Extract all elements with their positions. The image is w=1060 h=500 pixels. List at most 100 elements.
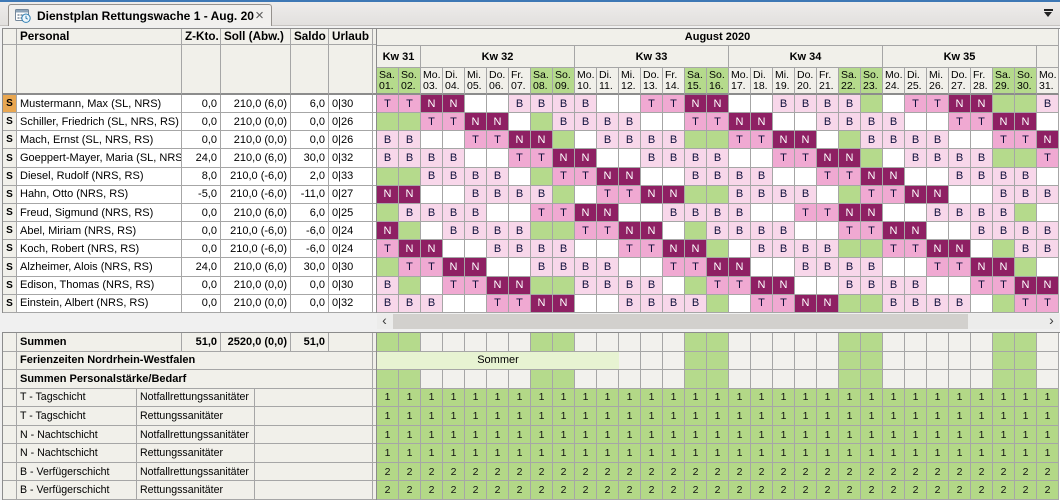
employee-name[interactable]: Alzheimer, Alois (NRS, RS): [17, 258, 182, 277]
shift-cell[interactable]: B: [707, 167, 729, 186]
shift-cell[interactable]: B: [685, 149, 707, 168]
demand-cell[interactable]: 1: [575, 425, 597, 445]
demand-cell[interactable]: 1: [421, 425, 443, 445]
shift-cell[interactable]: N: [531, 294, 553, 313]
shift-cell[interactable]: [883, 95, 905, 114]
shift-cell[interactable]: B: [619, 294, 641, 313]
shift-cell[interactable]: B: [575, 113, 597, 132]
shift-cell[interactable]: T: [707, 113, 729, 132]
shift-cell[interactable]: N: [1037, 276, 1059, 295]
shift-cell[interactable]: N: [641, 185, 663, 204]
shift-cell[interactable]: N: [377, 185, 399, 204]
demand-cell[interactable]: 1: [421, 444, 443, 463]
shift-cell[interactable]: B: [751, 222, 773, 241]
employee-name[interactable]: Mustermann, Max (SL, NRS): [17, 95, 182, 114]
shift-cell[interactable]: B: [465, 167, 487, 186]
shift-cell[interactable]: T: [421, 258, 443, 277]
demand-cell[interactable]: 1: [839, 425, 861, 445]
demand-cell[interactable]: 1: [509, 407, 531, 426]
shift-cell[interactable]: [465, 149, 487, 168]
shift-cell[interactable]: [817, 222, 839, 241]
shift-cell[interactable]: B: [399, 203, 421, 223]
demand-cell[interactable]: 2: [377, 481, 399, 500]
demand-cell[interactable]: 1: [729, 425, 751, 445]
shift-cell[interactable]: T: [861, 185, 883, 204]
shift-cell[interactable]: N: [465, 258, 487, 277]
demand-cell[interactable]: 2: [1037, 481, 1059, 500]
shift-cell[interactable]: B: [1015, 240, 1037, 259]
shift-cell[interactable]: B: [487, 167, 509, 186]
demand-cell[interactable]: 1: [861, 425, 883, 445]
shift-cell[interactable]: B: [927, 294, 949, 313]
shift-cell[interactable]: B: [377, 149, 399, 168]
demand-cell[interactable]: 1: [1015, 407, 1037, 426]
shift-cell[interactable]: [509, 113, 531, 132]
demand-cell[interactable]: 2: [641, 462, 663, 482]
shift-cell[interactable]: B: [773, 222, 795, 241]
row-flag-cell[interactable]: S: [3, 258, 17, 277]
demand-cell[interactable]: 1: [707, 407, 729, 426]
shift-cell[interactable]: B: [575, 276, 597, 295]
demand-cell[interactable]: 1: [927, 407, 949, 426]
shift-cell[interactable]: B: [861, 276, 883, 295]
demand-cell[interactable]: 2: [993, 481, 1015, 500]
demand-cell[interactable]: 1: [751, 444, 773, 463]
shift-cell[interactable]: [707, 240, 729, 259]
demand-cell[interactable]: 2: [421, 462, 443, 482]
shift-cell[interactable]: [751, 149, 773, 168]
shift-cell[interactable]: B: [905, 294, 927, 313]
shift-cell[interactable]: B: [817, 95, 839, 114]
shift-cell[interactable]: B: [729, 167, 751, 186]
demand-cell[interactable]: 2: [487, 481, 509, 500]
demand-cell[interactable]: 1: [553, 388, 575, 408]
shift-cell[interactable]: N: [487, 276, 509, 295]
demand-cell[interactable]: 2: [927, 462, 949, 482]
demand-cell[interactable]: 2: [861, 481, 883, 500]
shift-cell[interactable]: B: [905, 131, 927, 150]
shift-cell[interactable]: B: [399, 294, 421, 313]
shift-cell[interactable]: [421, 276, 443, 295]
employee-name[interactable]: Koch, Robert (NRS, RS): [17, 240, 182, 259]
demand-cell[interactable]: 2: [619, 462, 641, 482]
shift-cell[interactable]: [399, 167, 421, 186]
shift-cell[interactable]: [641, 113, 663, 132]
shift-cell[interactable]: T: [971, 276, 993, 295]
shift-cell[interactable]: N: [1015, 113, 1037, 132]
employee-name[interactable]: Mach, Ernst (SL, NRS, RS): [17, 131, 182, 150]
shift-cell[interactable]: N: [883, 167, 905, 186]
shift-cell[interactable]: [751, 203, 773, 223]
demand-cell[interactable]: 1: [729, 388, 751, 408]
shift-cell[interactable]: B: [1015, 185, 1037, 204]
demand-cell[interactable]: 1: [553, 444, 575, 463]
shift-cell[interactable]: N: [597, 203, 619, 223]
shift-cell[interactable]: N: [465, 113, 487, 132]
row-flag-cell[interactable]: S: [3, 294, 17, 313]
shift-cell[interactable]: [597, 149, 619, 168]
shift-cell[interactable]: [751, 258, 773, 277]
shift-cell[interactable]: T: [663, 258, 685, 277]
shift-cell[interactable]: B: [443, 203, 465, 223]
demand-cell[interactable]: 1: [883, 407, 905, 426]
shift-cell[interactable]: T: [575, 167, 597, 186]
demand-cell[interactable]: 2: [641, 481, 663, 500]
demand-cell[interactable]: 1: [663, 407, 685, 426]
shift-cell[interactable]: B: [1037, 95, 1059, 114]
demand-cell[interactable]: 1: [1015, 388, 1037, 408]
shift-cell[interactable]: [619, 203, 641, 223]
shift-cell[interactable]: N: [707, 95, 729, 114]
shift-cell[interactable]: [1015, 203, 1037, 223]
tab-list-button[interactable]: [1042, 8, 1054, 18]
shift-cell[interactable]: T: [993, 276, 1015, 295]
shift-cell[interactable]: B: [817, 240, 839, 259]
shift-cell[interactable]: B: [949, 167, 971, 186]
shift-cell[interactable]: B: [883, 276, 905, 295]
shift-cell[interactable]: N: [619, 222, 641, 241]
demand-cell[interactable]: 1: [443, 444, 465, 463]
demand-cell[interactable]: 2: [993, 462, 1015, 482]
demand-cell[interactable]: 2: [971, 481, 993, 500]
demand-cell[interactable]: 2: [817, 462, 839, 482]
shift-cell[interactable]: B: [641, 294, 663, 313]
shift-cell[interactable]: T: [905, 240, 927, 259]
demand-cell[interactable]: 2: [729, 481, 751, 500]
shift-cell[interactable]: T: [553, 167, 575, 186]
